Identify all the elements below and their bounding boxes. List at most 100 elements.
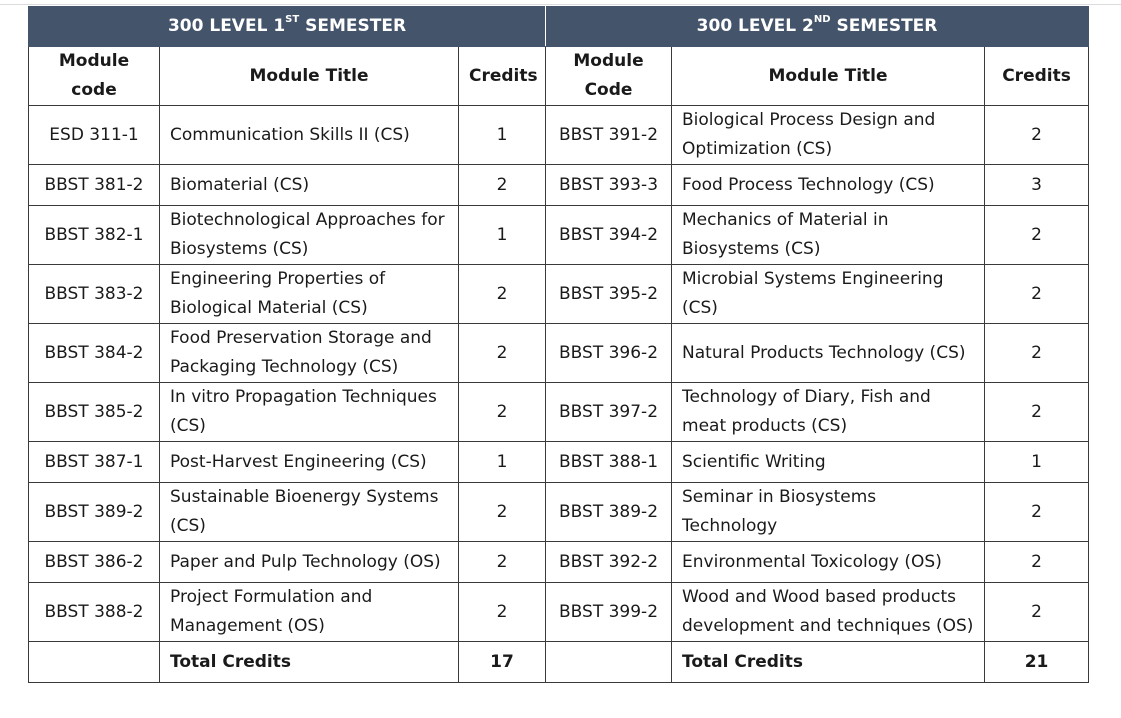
- table-row: BBST 388-2 Project Formulation and Managem…: [28, 582, 1090, 642]
- module-code-cell: BBST 386-2: [28, 541, 160, 583]
- title-line: Biological Material (CS): [170, 298, 368, 318]
- table-row: BBST 387-1 Post-Harvest Engineering (CS) 1…: [28, 441, 1090, 483]
- credits-cell: 1: [984, 441, 1090, 483]
- module-code-cell: BBST 392-2: [545, 541, 673, 583]
- total-credits-value: 21: [984, 641, 1090, 683]
- credits-cell: 2: [984, 582, 1090, 642]
- title-line: Technology: [682, 516, 778, 536]
- module-title-cell: Seminar in Biosystems Technology: [671, 482, 986, 542]
- column-header-row: Module code Module Title Credits Module Co…: [28, 46, 1090, 106]
- table-row: BBST 384-2 Food Preservation Storage and P…: [28, 323, 1090, 383]
- module-title-cell: Food Preservation Storage and Packaging T…: [159, 323, 459, 383]
- title-line: (CS): [170, 416, 206, 436]
- title-line: Biomaterial (CS): [170, 174, 310, 195]
- module-code-cell: BBST 384-2: [28, 323, 160, 383]
- col-header-module-title: Module Title: [671, 46, 986, 106]
- credits-cell: 1: [457, 105, 547, 165]
- title-line: Mechanics of Material in: [682, 210, 889, 230]
- title-line: Food Process Technology (CS): [682, 174, 935, 195]
- title-line: Seminar in Biosystems: [682, 487, 877, 507]
- credits-cell: 2: [457, 264, 547, 324]
- table-row: ESD 311-1 Communication Skills II (CS) 1 BB…: [28, 105, 1090, 165]
- title-line: (CS): [682, 298, 718, 318]
- title-line: Project Formulation and: [170, 587, 373, 607]
- total-credits-value: 17: [457, 641, 547, 683]
- credits-cell: 2: [457, 582, 547, 642]
- module-title-cell: Technology of Diary, Fish and meat produc…: [671, 382, 986, 442]
- module-code-cell: BBST 387-1: [28, 441, 160, 483]
- total-credits-label: Total Credits: [671, 641, 986, 683]
- title-line: In vitro Propagation Techniques: [170, 387, 437, 407]
- table-row: BBST 386-2 Paper and Pulp Technology (OS)…: [28, 541, 1090, 583]
- course-table: 300 LEVEL 1ST SEMESTER 300 LEVEL 2ND SEM…: [27, 6, 1090, 683]
- credits-cell: 2: [984, 323, 1090, 383]
- module-title-cell: Paper and Pulp Technology (OS): [159, 541, 459, 583]
- module-code-cell: BBST 395-2: [545, 264, 673, 324]
- total-credits-row: Total Credits 17 Total Credits 21: [28, 641, 1090, 683]
- module-code-cell: BBST 396-2: [545, 323, 673, 383]
- col-header-credits: Credits: [984, 46, 1090, 106]
- module-title-cell: Communication Skills II (CS): [159, 105, 459, 165]
- module-title-cell: Engineering Properties of Biological Mate…: [159, 264, 459, 324]
- col-header-module-code: Module Code: [545, 46, 673, 106]
- credits-cell: 1: [457, 205, 547, 265]
- title-line: Microbial Systems Engineering: [682, 269, 944, 289]
- module-title-cell: Scientific Writing: [671, 441, 986, 483]
- table-row: BBST 389-2 Sustainable Bioenergy Systems (…: [28, 482, 1090, 542]
- course-table-body: ESD 311-1 Communication Skills II (CS) 1 BB…: [28, 105, 1090, 642]
- module-title-cell: In vitro Propagation Techniques (CS): [159, 382, 459, 442]
- module-code-cell: BBST 383-2: [28, 264, 160, 324]
- title-line: Engineering Properties of: [170, 269, 386, 289]
- module-title-cell: Microbial Systems Engineering (CS): [671, 264, 986, 324]
- col-header-module-title: Module Title: [159, 46, 459, 106]
- total-empty-cell: [28, 641, 160, 683]
- title-line: Biotechnological Approaches for: [170, 210, 445, 230]
- module-code-cell: BBST 385-2: [28, 382, 160, 442]
- title-line: Biosystems (CS): [170, 239, 309, 259]
- title-line: Sustainable Bioenergy Systems: [170, 487, 439, 507]
- table-row: BBST 381-2 Biomaterial (CS) 2 BBST 393-3 Foo…: [28, 164, 1090, 206]
- module-title-cell: Biological Process Design and Optimizatio…: [671, 105, 986, 165]
- module-code-cell: BBST 389-2: [28, 482, 160, 542]
- top-divider: [0, 4, 1121, 5]
- credits-cell: 2: [984, 482, 1090, 542]
- semester-1-title: 300 LEVEL 1ST SEMESTER: [27, 6, 547, 47]
- module-title-cell: Sustainable Bioenergy Systems (CS): [159, 482, 459, 542]
- col-header-module-code: Module code: [28, 46, 160, 106]
- title-line: Environmental Toxicology (OS): [682, 551, 942, 572]
- title-line: Post-Harvest Engineering (CS): [170, 451, 427, 472]
- module-code-cell: BBST 388-2: [28, 582, 160, 642]
- title-line: development and techniques (OS): [682, 616, 974, 636]
- module-title-cell: Biotechnological Approaches for Biosystem…: [159, 205, 459, 265]
- module-title-cell: Mechanics of Material in Biosystems (CS): [671, 205, 986, 265]
- title-line: Natural Products Technology (CS): [682, 342, 966, 363]
- title-line: Biosystems (CS): [682, 239, 821, 259]
- title-line: (CS): [170, 516, 206, 536]
- module-code-cell: BBST 391-2: [545, 105, 673, 165]
- credits-cell: 2: [457, 382, 547, 442]
- credits-cell: 2: [457, 164, 547, 206]
- title-line: Management (OS): [170, 616, 325, 636]
- semester-header-row: 300 LEVEL 1ST SEMESTER 300 LEVEL 2ND SEM…: [27, 6, 1090, 47]
- module-title-cell: Wood and Wood based products development …: [671, 582, 986, 642]
- module-code-cell: BBST 388-1: [545, 441, 673, 483]
- credits-cell: 2: [984, 205, 1090, 265]
- credits-cell: 2: [457, 482, 547, 542]
- credits-cell: 2: [457, 323, 547, 383]
- credits-cell: 2: [457, 541, 547, 583]
- module-code-cell: BBST 389-2: [545, 482, 673, 542]
- title-line: Communication Skills II (CS): [170, 124, 410, 145]
- total-credits-label: Total Credits: [159, 641, 459, 683]
- module-code-cell: BBST 393-3: [545, 164, 673, 206]
- semester-2-title: 300 LEVEL 2ND SEMESTER: [545, 6, 1090, 47]
- module-code-cell: BBST 397-2: [545, 382, 673, 442]
- credits-cell: 2: [984, 264, 1090, 324]
- table-row: BBST 385-2 In vitro Propagation Technique…: [28, 382, 1090, 442]
- col-header-credits: Credits: [457, 46, 547, 106]
- title-line: Scientific Writing: [682, 451, 826, 472]
- module-code-cell: BBST 394-2: [545, 205, 673, 265]
- module-title-cell: Post-Harvest Engineering (CS): [159, 441, 459, 483]
- module-code-cell: BBST 381-2: [28, 164, 160, 206]
- credits-cell: 2: [984, 541, 1090, 583]
- module-code-cell: BBST 399-2: [545, 582, 673, 642]
